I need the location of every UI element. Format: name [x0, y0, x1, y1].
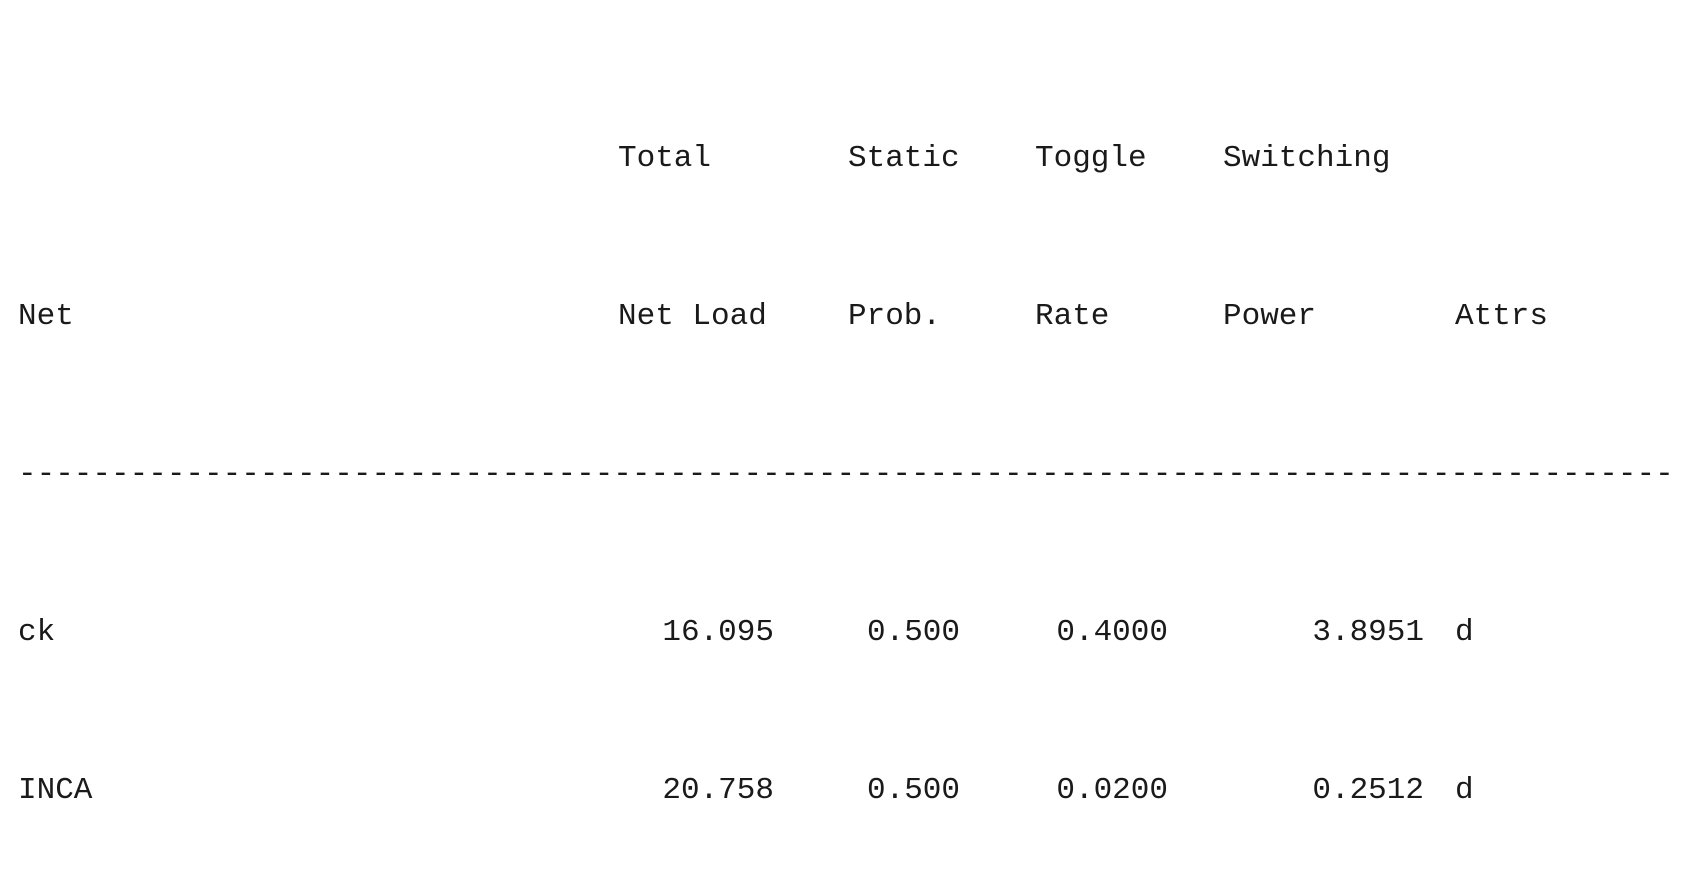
attrs: d: [1455, 772, 1474, 808]
header-rate: Rate: [1035, 298, 1110, 334]
header-toggle: Toggle: [1035, 140, 1147, 176]
header-prob: Prob.: [848, 298, 942, 334]
switching-power: 3.8951: [1312, 614, 1424, 650]
net-name: ck: [18, 614, 56, 650]
static-prob: 0.500: [866, 772, 960, 808]
table-row: INCA 20.758 0.500 0.0200 0.2512 d: [18, 771, 1678, 811]
toggle-rate: 0.4000: [1056, 614, 1168, 650]
header-static: Static: [848, 140, 960, 176]
header-net: Net: [18, 298, 74, 334]
divider-top: ----------------------------------------…: [18, 456, 1678, 492]
header-total: Total: [618, 140, 712, 176]
header-power: Power: [1223, 298, 1317, 334]
power-report: Total Static Toggle Switching Net Net Lo…: [18, 20, 1678, 872]
header-net-load: Net Load: [618, 298, 767, 334]
net-load: 20.758: [662, 772, 774, 808]
table-row: ck 16.095 0.500 0.4000 3.8951 d: [18, 613, 1678, 653]
attrs: d: [1455, 614, 1474, 650]
net-name: INCA: [18, 772, 93, 808]
net-load: 16.095: [662, 614, 774, 650]
header-row-2: Net Net Load Prob. Rate Power Attrs: [18, 297, 1678, 337]
static-prob: 0.500: [866, 614, 960, 650]
header-switching: Switching: [1223, 140, 1391, 176]
header-row-1: Total Static Toggle Switching: [18, 139, 1678, 179]
header-attrs: Attrs: [1455, 298, 1549, 334]
toggle-rate: 0.0200: [1056, 772, 1168, 808]
switching-power: 0.2512: [1312, 772, 1424, 808]
